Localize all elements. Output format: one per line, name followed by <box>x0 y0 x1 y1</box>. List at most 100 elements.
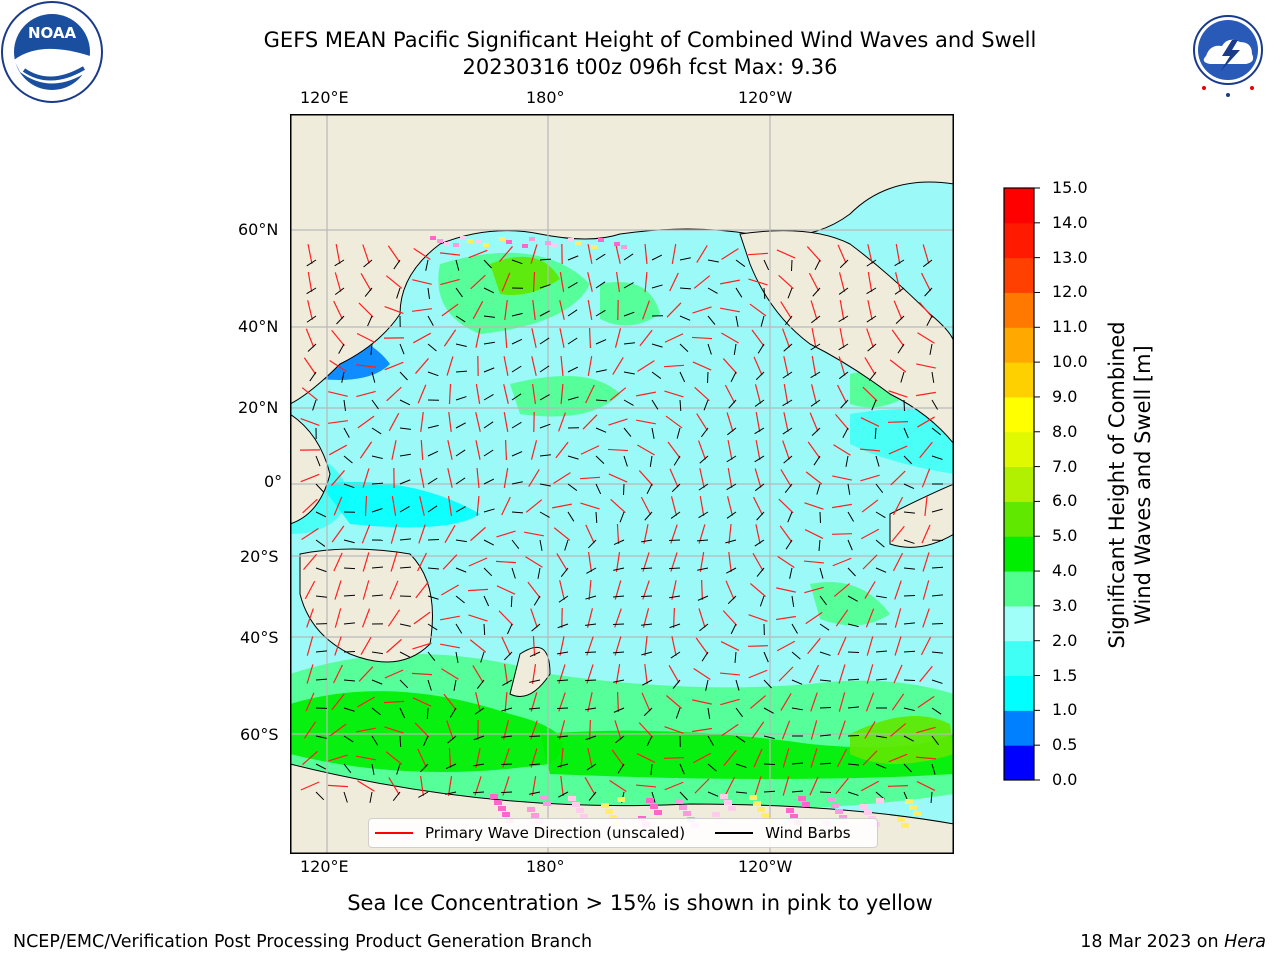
wave-direction-arrow <box>357 415 375 429</box>
wave-direction-arrow <box>671 580 677 600</box>
sea-ice-note: Sea Ice Concentration > 15% is shown in … <box>347 891 933 915</box>
wind-barb <box>315 567 327 573</box>
lat-tick-60n: 60°N <box>238 220 279 239</box>
wind-barb <box>343 650 356 653</box>
wind-barb <box>847 706 859 709</box>
wave-direction-arrow <box>783 412 789 432</box>
wave-direction-arrow <box>504 327 508 349</box>
wind-barb <box>531 623 541 632</box>
wave-direction-arrow <box>692 699 712 705</box>
wind-barb <box>651 791 656 803</box>
wind-barb <box>612 651 625 654</box>
wind-barb <box>730 623 737 635</box>
wave-direction-arrow <box>358 666 374 682</box>
wave-direction-arrow <box>638 470 654 486</box>
wind-barb <box>557 623 569 629</box>
wave-direction-arrow <box>916 391 936 397</box>
wave-direction-arrow <box>699 468 705 488</box>
wave-direction-arrow <box>412 642 432 650</box>
wave-direction-arrow <box>390 552 398 572</box>
wind-barb <box>473 735 485 741</box>
wind-barb <box>643 707 653 717</box>
wind-barb <box>399 735 402 748</box>
colorbar-tick-label: 3.0 <box>1052 595 1078 615</box>
wave-direction-arrow <box>782 748 790 768</box>
wind-barb <box>539 539 543 551</box>
wind-barb <box>367 315 373 327</box>
wave-direction-arrow <box>468 557 488 567</box>
wind-barb <box>537 567 541 579</box>
wave-direction-arrow <box>589 719 591 741</box>
wind-barb <box>707 707 711 719</box>
wind-barb <box>696 539 709 542</box>
wind-barb <box>613 567 625 571</box>
wind-barb <box>699 455 709 464</box>
wind-barb <box>371 566 384 569</box>
wind-barb <box>343 622 355 625</box>
wave-direction-arrow <box>719 672 741 676</box>
wind-barb <box>473 763 485 767</box>
wind-barb <box>370 343 373 355</box>
wind-barb <box>735 763 747 768</box>
wave-direction-arrow <box>388 777 400 795</box>
colorbar-tick-label: 7.0 <box>1052 456 1078 476</box>
wind-barb <box>931 763 936 775</box>
wave-direction-arrow <box>504 691 508 713</box>
wave-direction-arrow <box>924 495 928 517</box>
wind-barb <box>483 567 493 577</box>
wind-barb <box>427 450 439 457</box>
wave-direction-arrow <box>558 412 566 432</box>
sea-ice-cell <box>679 805 687 810</box>
wave-direction-arrow <box>751 721 765 739</box>
wind-barb <box>585 623 597 626</box>
wave-direction-arrow <box>837 636 847 656</box>
wave-direction-arrow <box>917 416 935 428</box>
wind-barb <box>511 539 520 549</box>
wave-direction-arrow <box>329 723 347 737</box>
wave-direction-arrow <box>666 695 682 709</box>
wave-direction-arrow <box>525 556 543 568</box>
wave-direction-arrow <box>472 665 484 683</box>
wave-direction-arrow <box>328 391 348 397</box>
wave-direction-arrow <box>727 440 733 460</box>
wind-barb <box>619 511 625 523</box>
wave-direction-arrow <box>916 781 936 791</box>
wind-barb <box>399 343 405 355</box>
lat-tick-0: 0° <box>264 472 283 491</box>
wind-barb <box>735 287 743 298</box>
wind-barb <box>931 455 943 460</box>
wave-direction-arrow <box>411 672 433 676</box>
wave-direction-arrow <box>359 441 373 459</box>
colorbar-segment <box>1004 431 1034 468</box>
wind-barb <box>763 679 772 689</box>
wave-direction-arrow <box>559 300 565 320</box>
wind-barb <box>895 315 905 324</box>
sea-ice-cell <box>897 817 905 822</box>
wave-direction-arrow <box>527 581 541 599</box>
wave-direction-arrow <box>362 552 370 572</box>
wave-direction-arrow <box>638 722 654 738</box>
wind-barb <box>455 595 465 604</box>
wave-direction-arrow <box>441 668 459 680</box>
sea-ice-cell <box>675 799 683 804</box>
sea-ice-cell <box>580 814 588 819</box>
wave-direction-arrow <box>333 552 343 572</box>
wind-barb <box>306 287 317 295</box>
wind-barb <box>588 539 597 549</box>
wind-barb <box>567 337 578 345</box>
wind-barb <box>791 595 795 607</box>
wind-barb <box>931 427 941 436</box>
wave-direction-arrow <box>587 300 593 320</box>
wave-direction-arrow <box>699 496 705 516</box>
wave-direction-arrow <box>728 552 732 572</box>
wave-direction-arrow <box>835 609 849 627</box>
wind-barb <box>838 371 849 380</box>
sea-ice-cell <box>453 243 459 247</box>
wind-barb <box>623 282 634 289</box>
wave-direction-arrow <box>334 272 342 292</box>
wave-direction-arrow <box>415 358 429 374</box>
wave-direction-arrow <box>446 720 454 740</box>
wind-barb <box>707 763 717 772</box>
wave-direction-arrow <box>334 636 342 656</box>
wave-direction-arrow <box>552 503 572 509</box>
